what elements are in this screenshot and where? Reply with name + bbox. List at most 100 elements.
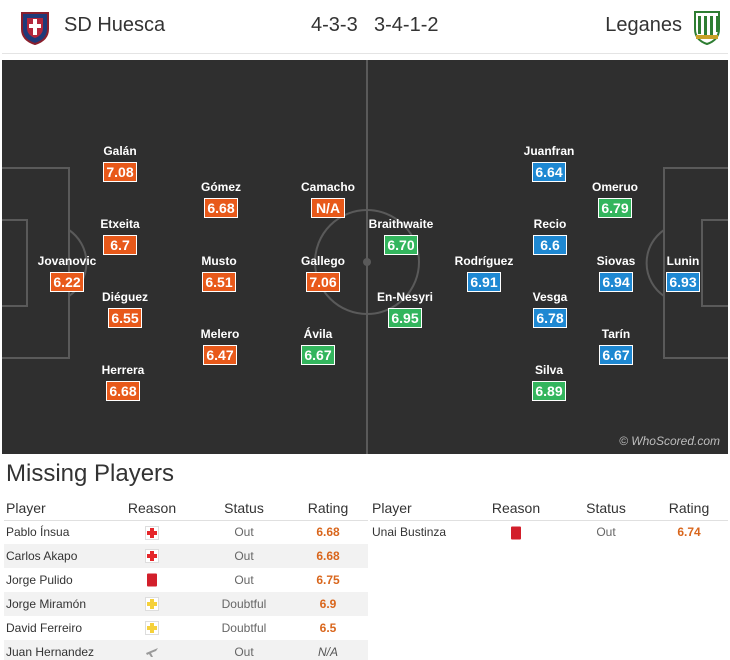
player-name: Braithwaite [368,217,434,231]
player-rating: 6.67 [301,345,335,365]
player-rating: 6.79 [598,198,632,218]
player-omeruo[interactable]: Omeruo 6.79 [575,180,655,218]
player-name: En-Nesyri [376,290,434,304]
player-dieguez[interactable]: Diéguez 6.55 [85,290,165,328]
player-recio[interactable]: Recio 6.6 [510,217,590,255]
player-juanfran[interactable]: Juanfran 6.64 [509,144,589,182]
player-rating: 6.93 [666,272,700,292]
player-siovas[interactable]: Siovas 6.94 [576,254,656,292]
red-card-icon [147,573,157,587]
player-rating: 6.68 [106,381,140,401]
table-row: Juan Hernandez Out N/A [4,640,368,660]
player-gomez[interactable]: Gómez 6.68 [181,180,261,218]
player-name: Melero [200,327,240,341]
player-name: Silva [534,363,564,377]
away-missing-table: Player Reason Status Rating Unai Bustinz… [370,496,728,544]
player-name[interactable]: Jorge Pulido [6,573,73,587]
player-name[interactable]: Carlos Akapo [4,544,104,568]
player-musto[interactable]: Musto 6.51 [179,254,259,292]
player-name: Musto [201,254,237,268]
col-status-header: Status [200,496,288,521]
player-rating: 6.67 [599,345,633,365]
player-name[interactable]: Unai Bustinza [372,525,447,540]
player-name[interactable]: David Ferreiro [6,621,83,635]
doubtful-cross-icon [145,621,159,636]
player-name[interactable]: Jorge Miramón [4,592,104,616]
status: Out [234,525,254,540]
rating: 6.68 [288,544,368,568]
red-card-icon [511,526,521,540]
player-rating: 6.51 [202,272,236,292]
player-rating: 6.78 [533,308,567,328]
player-name: Camacho [300,180,356,194]
player-herrera[interactable]: Herrera 6.68 [83,363,163,401]
injury-cross-icon [145,525,159,540]
table-row: Pablo Ínsua Out 6.68 [4,520,368,544]
home-team-name[interactable]: SD Huesca [64,14,166,36]
player-rating: 6.7 [103,235,137,255]
player-rating: 6.89 [532,381,566,401]
player-name: Diéguez [101,290,148,304]
player-name: Omeruo [591,180,638,194]
player-rating: N/A [311,198,345,218]
player-braithwaite[interactable]: Braithwaite 6.70 [361,217,441,255]
player-camacho[interactable]: Camacho N/A [288,180,368,218]
table-row: Jorge Miramón Doubtful 6.9 [4,592,368,616]
player-name: Ávila [303,327,333,341]
player-avila[interactable]: Ávila 6.67 [278,327,358,365]
player-rating: 6.70 [384,235,418,255]
player-rodriguez[interactable]: Rodríguez 6.91 [444,254,524,292]
table-header-row: Player Reason Status Rating [4,496,368,521]
leganes-crest-icon [694,11,720,45]
away-team-name[interactable]: Leganes [605,14,682,36]
player-name: Etxeita [100,217,140,231]
status: Doubtful [221,621,267,635]
player-name[interactable]: Juan Hernandez [4,640,104,660]
table-row: Jorge Pulido Out 6.75 [4,568,368,592]
player-rating: 6.55 [108,308,142,328]
player-etxeita[interactable]: Etxeita 6.7 [80,217,160,255]
home-missing-table: Player Reason Status Rating Pablo Ínsua … [4,496,368,660]
player-galan[interactable]: Galán 7.08 [80,144,160,182]
col-player-header: Player [370,496,470,521]
col-reason-header: Reason [470,496,562,521]
col-reason-header: Reason [104,496,200,521]
player-melero[interactable]: Melero 6.47 [180,327,260,365]
player-name: Gallego [300,254,345,268]
player-name: Rodríguez [454,254,514,268]
doubtful-cross-icon [145,597,159,612]
status: Out [200,640,288,660]
rating: N/A [288,640,368,660]
player-name: Juanfran [523,144,575,158]
player-rating: 7.06 [306,272,340,292]
rating: 6.5 [319,621,337,635]
player-name: Lunin [666,254,700,268]
player-tarin[interactable]: Tarín 6.67 [576,327,656,365]
injury-cross-icon [145,549,159,564]
col-status-header: Status [562,496,650,521]
player-silva[interactable]: Silva 6.89 [509,363,589,401]
table-row: David Ferreiro Doubtful 6.5 [4,616,368,640]
player-rating: 6.47 [203,345,237,365]
player-rating: 6.91 [467,272,501,292]
player-en-nesyri[interactable]: En-Nesyri 6.95 [365,290,445,328]
player-gallego[interactable]: Gallego 7.06 [283,254,363,292]
lineup-pitch: Jovanovic 6.22 Galán 7.08 Etxeita 6.7 Di… [2,60,728,454]
status: Out [596,525,616,540]
col-player-header: Player [4,496,104,521]
player-vesga[interactable]: Vesga 6.78 [510,290,590,328]
player-rating: 6.95 [388,308,422,328]
player-jovanovic[interactable]: Jovanovic 6.22 [27,254,107,292]
player-rating: 6.94 [599,272,633,292]
player-name: Herrera [101,363,145,377]
watermark: © WhoScored.com [619,434,720,448]
col-rating-header: Rating [288,496,368,521]
player-name[interactable]: Pablo Ínsua [6,525,70,540]
home-formation: 4-3-3 [311,14,358,36]
player-name: Siovas [596,254,636,268]
match-header: SD Huesca 4-3-3 3-4-1-2 Leganes [2,2,728,54]
player-lunin[interactable]: Lunin 6.93 [643,254,723,292]
table-header-row: Player Reason Status Rating [370,496,728,521]
rating: 6.75 [316,573,340,587]
